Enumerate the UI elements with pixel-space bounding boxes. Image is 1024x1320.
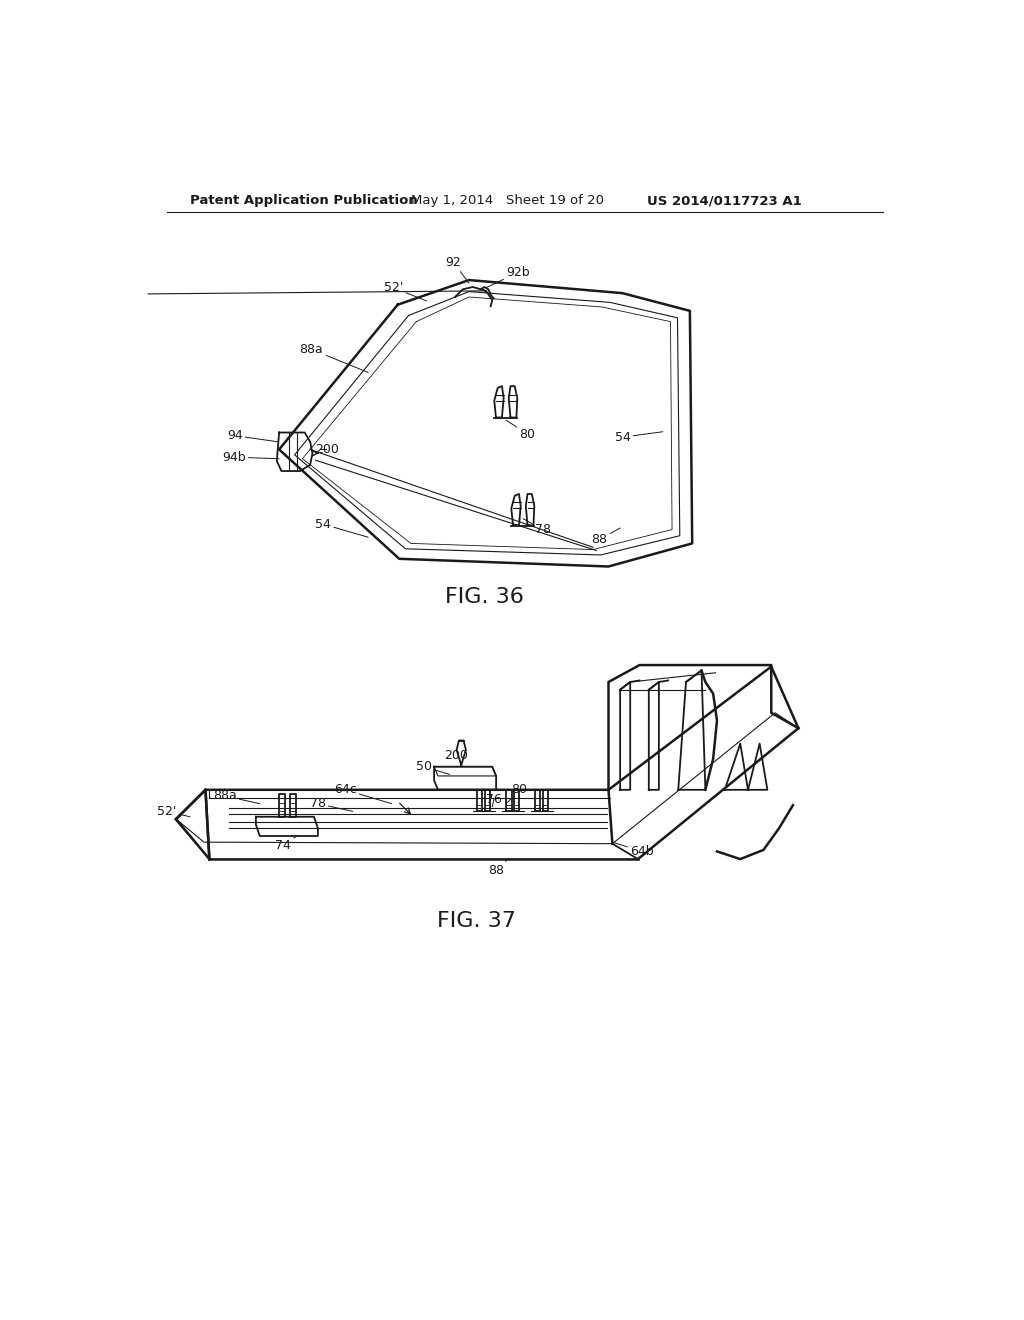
Text: 88: 88: [592, 528, 621, 546]
Text: 94: 94: [227, 429, 278, 442]
Text: 52': 52': [384, 281, 426, 301]
Text: 88a: 88a: [213, 789, 260, 804]
Text: 76: 76: [486, 792, 502, 807]
Text: FIG. 37: FIG. 37: [437, 911, 516, 931]
Text: 54: 54: [315, 517, 369, 537]
Text: May 1, 2014   Sheet 19 of 20: May 1, 2014 Sheet 19 of 20: [411, 194, 604, 207]
Text: 200: 200: [315, 444, 339, 455]
Text: 52': 52': [157, 805, 190, 818]
Text: 94b: 94b: [222, 450, 280, 463]
Text: 88: 88: [488, 859, 508, 878]
Text: 80: 80: [506, 420, 536, 441]
Text: 92b: 92b: [486, 265, 529, 288]
Text: 92: 92: [445, 256, 469, 284]
Text: 78: 78: [309, 797, 352, 812]
Text: 64b: 64b: [612, 842, 654, 858]
Text: 88a: 88a: [300, 343, 369, 372]
Text: 200: 200: [444, 748, 468, 767]
Text: 80: 80: [506, 783, 527, 804]
Text: 54: 54: [614, 430, 663, 444]
Text: FIG. 36: FIG. 36: [445, 587, 524, 607]
Text: US 2014/0117723 A1: US 2014/0117723 A1: [647, 194, 802, 207]
Text: 64c: 64c: [334, 783, 391, 804]
Text: Patent Application Publication: Patent Application Publication: [190, 194, 418, 207]
Text: 78: 78: [523, 519, 551, 536]
Text: 50: 50: [416, 760, 450, 775]
Text: 74: 74: [275, 836, 297, 851]
